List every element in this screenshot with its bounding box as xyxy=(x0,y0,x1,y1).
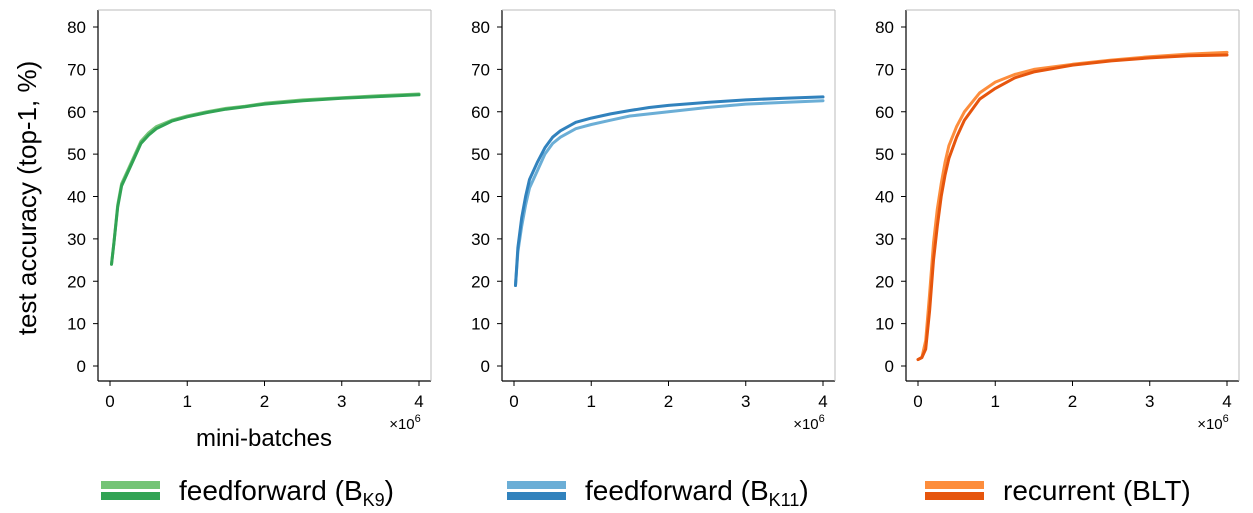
legend-swatch-dark xyxy=(925,492,984,500)
y-tick-label: 70 xyxy=(471,60,490,79)
series-line-1 xyxy=(110,92,421,266)
legend-label: feedforward (BK9) xyxy=(179,475,394,510)
chart-panel-1: 0 10 20 30 40 50 60 70 80 0 1 2 3 4 ×106 xyxy=(67,9,432,433)
y-tick-label: 10 xyxy=(875,315,894,334)
y-tick-label: 60 xyxy=(67,103,86,122)
x-tick-label: 4 xyxy=(818,392,827,411)
y-axis-label: test accuracy (top-1, %) xyxy=(12,61,42,336)
series-line-2 xyxy=(514,95,825,287)
series-line-1 xyxy=(916,50,1229,362)
legend-item-3: recurrent (BLT) xyxy=(925,475,1191,506)
x-tick-label: 2 xyxy=(1068,392,1077,411)
y-tick-label: 0 xyxy=(481,357,490,376)
y-tick-label: 70 xyxy=(875,60,894,79)
legend-swatch-light xyxy=(507,481,566,489)
y-tick-label: 80 xyxy=(471,18,490,37)
y-tick-label: 30 xyxy=(67,230,86,249)
series-line-2 xyxy=(916,53,1229,362)
legend-swatch-light xyxy=(925,481,984,489)
legend-swatch-dark xyxy=(101,492,160,500)
legend-item-1: feedforward (BK9) xyxy=(101,475,394,510)
x-tick-label: 3 xyxy=(741,392,750,411)
y-tick-label: 20 xyxy=(471,272,490,291)
legend-swatch-dark xyxy=(507,492,566,500)
x-tick-label: 1 xyxy=(991,392,1000,411)
x-scale-label: ×106 xyxy=(793,413,825,433)
y-tick-label: 0 xyxy=(885,357,894,376)
legend: feedforward (BK9) feedforward (BK11) recur… xyxy=(101,475,1191,510)
y-tick-label: 40 xyxy=(875,188,894,207)
x-scale-label: ×106 xyxy=(1197,413,1229,433)
x-tick-label: 2 xyxy=(664,392,673,411)
x-tick-label: 0 xyxy=(105,392,114,411)
x-tick-label: 0 xyxy=(913,392,922,411)
y-tick-label: 50 xyxy=(471,145,490,164)
legend-label: recurrent (BLT) xyxy=(1003,475,1191,506)
y-tick-label: 10 xyxy=(471,315,490,334)
x-tick-label: 1 xyxy=(183,392,192,411)
chart-panel-3: 0 10 20 30 40 50 60 70 80 0 1 2 3 4 ×106 xyxy=(875,9,1240,433)
y-tick-label: 70 xyxy=(67,60,86,79)
y-tick-label: 60 xyxy=(471,103,490,122)
y-tick-label: 80 xyxy=(67,18,86,37)
y-tick-label: 50 xyxy=(875,145,894,164)
x-tick-label: 3 xyxy=(1145,392,1154,411)
x-axis-label: mini-batches xyxy=(196,425,332,452)
y-tick-label: 60 xyxy=(875,103,894,122)
x-tick-label: 0 xyxy=(509,392,518,411)
y-tick-label: 30 xyxy=(875,230,894,249)
y-tick-label: 0 xyxy=(77,357,86,376)
x-tick-label: 4 xyxy=(414,392,423,411)
legend-label: feedforward (BK11) xyxy=(585,475,809,510)
legend-item-2: feedforward (BK11) xyxy=(507,475,809,510)
x-tick-label: 2 xyxy=(260,392,269,411)
y-tick-label: 20 xyxy=(67,272,86,291)
series-line-1 xyxy=(514,99,825,287)
y-tick-label: 40 xyxy=(471,188,490,207)
y-tick-label: 80 xyxy=(875,18,894,37)
x-tick-label: 3 xyxy=(337,392,346,411)
x-tick-label: 1 xyxy=(587,392,596,411)
series-line-2 xyxy=(110,93,421,266)
x-scale-label: ×106 xyxy=(389,413,421,433)
legend-swatch-light xyxy=(101,481,160,489)
y-tick-label: 10 xyxy=(67,315,86,334)
y-tick-label: 40 xyxy=(67,188,86,207)
y-tick-label: 50 xyxy=(67,145,86,164)
y-tick-label: 20 xyxy=(875,272,894,291)
chart-panel-2: 0 10 20 30 40 50 60 70 80 0 1 2 3 4 ×106 xyxy=(471,9,836,433)
x-tick-label: 4 xyxy=(1222,392,1231,411)
y-tick-label: 30 xyxy=(471,230,490,249)
